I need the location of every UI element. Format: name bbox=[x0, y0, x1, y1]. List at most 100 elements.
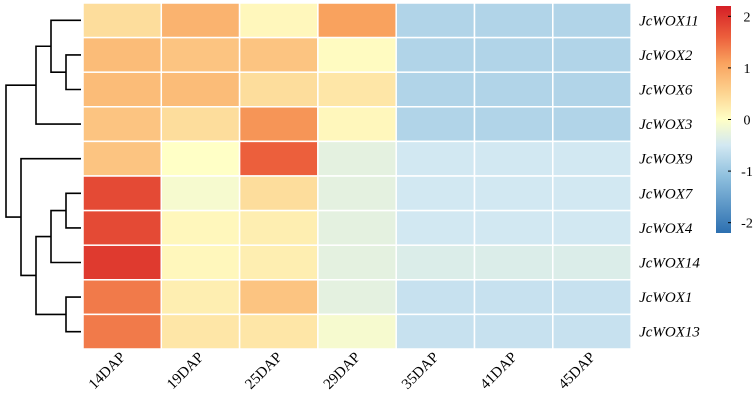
row-label: JcWOX11 bbox=[639, 13, 699, 29]
heatmap-cell-JcWOX14-41DAP bbox=[473, 244, 554, 281]
heatmap-cell-JcWOX4-25DAP bbox=[238, 209, 319, 246]
heatmap-cell-JcWOX9-14DAP bbox=[82, 140, 163, 177]
heatmap-cell-JcWOX14-35DAP bbox=[395, 244, 476, 281]
dendrogram-branch bbox=[35, 45, 81, 125]
heatmap-cell-JcWOX6-19DAP bbox=[160, 71, 241, 108]
heatmap-cell-JcWOX6-25DAP bbox=[238, 71, 319, 108]
heatmap-cell-JcWOX13-35DAP bbox=[395, 313, 476, 350]
heatmap-cell-JcWOX1-25DAP bbox=[238, 279, 319, 316]
color-legend: 2 1 0 -1 -2 bbox=[716, 6, 753, 233]
legend-tick-label: 2 bbox=[744, 10, 751, 25]
row-label: JcWOX6 bbox=[639, 83, 693, 99]
heatmap-cell-JcWOX1-19DAP bbox=[160, 279, 241, 316]
column-label: 29DAP bbox=[321, 350, 364, 393]
dendrogram-branch bbox=[65, 296, 81, 333]
heatmap-cell-JcWOX4-14DAP bbox=[82, 209, 163, 246]
heatmap-cell-JcWOX4-45DAP bbox=[552, 209, 632, 246]
heatmap-cells bbox=[82, 2, 632, 350]
dendrogram-branch bbox=[65, 54, 81, 91]
row-label: JcWOX9 bbox=[639, 152, 693, 168]
color-scale-bar bbox=[716, 6, 731, 233]
row-dendrogram bbox=[5, 19, 81, 333]
row-label: JcWOX13 bbox=[639, 325, 700, 341]
row-label: JcWOX7 bbox=[639, 186, 694, 202]
heatmap-cell-JcWOX11-41DAP bbox=[473, 2, 554, 39]
color-scale-ticks: 2 1 0 -1 -2 bbox=[728, 10, 753, 232]
heatmap-cell-JcWOX14-29DAP bbox=[317, 244, 397, 281]
heatmap-cell-JcWOX7-19DAP bbox=[160, 175, 241, 212]
legend-tick-label: 1 bbox=[744, 62, 751, 77]
heatmap-cell-JcWOX4-19DAP bbox=[160, 209, 241, 246]
heatmap-cell-JcWOX3-45DAP bbox=[552, 106, 632, 143]
heatmap-cell-JcWOX9-35DAP bbox=[395, 140, 476, 177]
row-label: JcWOX14 bbox=[639, 256, 700, 272]
legend-tick-label: 0 bbox=[744, 114, 751, 129]
heatmap-cell-JcWOX9-19DAP bbox=[160, 140, 241, 177]
heatmap-cell-JcWOX11-25DAP bbox=[238, 2, 319, 39]
heatmap-cell-JcWOX6-41DAP bbox=[473, 71, 554, 108]
heatmap-cell-JcWOX6-29DAP bbox=[317, 71, 397, 108]
heatmap-cell-JcWOX11-45DAP bbox=[552, 2, 632, 39]
heatmap-cell-JcWOX4-35DAP bbox=[395, 209, 476, 246]
heatmap-cell-JcWOX13-19DAP bbox=[160, 313, 241, 350]
heatmap-cell-JcWOX2-29DAP bbox=[317, 36, 397, 73]
heatmap-cell-JcWOX14-19DAP bbox=[160, 244, 241, 281]
heatmap-cell-JcWOX4-29DAP bbox=[317, 209, 397, 246]
heatmap-cell-JcWOX11-19DAP bbox=[160, 2, 241, 39]
heatmap-cell-JcWOX14-14DAP bbox=[82, 244, 163, 281]
column-label: 45DAP bbox=[556, 350, 599, 393]
dendrogram-branch bbox=[65, 192, 81, 229]
heatmap-cell-JcWOX7-14DAP bbox=[82, 175, 163, 212]
row-label: JcWOX1 bbox=[639, 290, 692, 306]
column-label: 14DAP bbox=[86, 350, 129, 393]
column-label: 41DAP bbox=[477, 350, 520, 393]
heatmap-cell-JcWOX7-25DAP bbox=[238, 175, 319, 212]
heatmap-cell-JcWOX1-41DAP bbox=[473, 279, 554, 316]
row-labels: JcWOX11 JcWOX2 JcWOX6 JcWOX3 JcWOX9 JcWOX7 JcW… bbox=[639, 13, 700, 340]
heatmap-cell-JcWOX7-41DAP bbox=[473, 175, 554, 212]
heatmap-cell-JcWOX11-29DAP bbox=[317, 2, 397, 39]
heatmap-cell-JcWOX6-14DAP bbox=[82, 71, 163, 108]
row-label: JcWOX4 bbox=[639, 221, 693, 237]
heatmap-cell-JcWOX2-14DAP bbox=[82, 36, 163, 73]
heatmap-cell-JcWOX2-45DAP bbox=[552, 36, 632, 73]
heatmap-cell-JcWOX3-19DAP bbox=[160, 106, 241, 143]
heatmap-cell-JcWOX9-25DAP bbox=[238, 140, 319, 177]
row-label: JcWOX3 bbox=[639, 117, 692, 133]
column-label: 25DAP bbox=[242, 350, 285, 393]
heatmap-cell-JcWOX1-29DAP bbox=[317, 279, 397, 316]
heatmap-cell-JcWOX3-41DAP bbox=[473, 106, 554, 143]
heatmap-cell-JcWOX2-35DAP bbox=[395, 36, 476, 73]
heatmap-cell-JcWOX3-35DAP bbox=[395, 106, 476, 143]
heatmap-cell-JcWOX9-45DAP bbox=[552, 140, 632, 177]
heatmap-cell-JcWOX13-45DAP bbox=[552, 313, 632, 350]
row-label: JcWOX2 bbox=[639, 48, 693, 64]
dendrogram-branch bbox=[5, 84, 36, 218]
column-label: 19DAP bbox=[164, 350, 207, 393]
heatmap-cell-JcWOX1-35DAP bbox=[395, 279, 476, 316]
column-labels: 14DAP 19DAP 25DAP 29DAP 35DAP 41DAP 45DAP bbox=[86, 350, 599, 393]
heatmap-cell-JcWOX6-35DAP bbox=[395, 71, 476, 108]
heatmap-cell-JcWOX7-35DAP bbox=[395, 175, 476, 212]
heatmap-cell-JcWOX3-29DAP bbox=[317, 106, 397, 143]
heatmap-cell-JcWOX6-45DAP bbox=[552, 71, 632, 108]
heatmap-cell-JcWOX11-35DAP bbox=[395, 2, 476, 39]
heatmap-cell-JcWOX1-14DAP bbox=[82, 279, 163, 316]
heatmap-cell-JcWOX2-19DAP bbox=[160, 36, 241, 73]
heatmap-cell-JcWOX9-29DAP bbox=[317, 140, 397, 177]
heatmap-cell-JcWOX13-25DAP bbox=[238, 313, 319, 350]
column-label: 35DAP bbox=[399, 350, 442, 393]
heatmap-cell-JcWOX14-45DAP bbox=[552, 244, 632, 281]
legend-tick-label: -1 bbox=[741, 165, 753, 180]
heatmap-cell-JcWOX11-14DAP bbox=[82, 2, 163, 39]
heatmap-cell-JcWOX1-45DAP bbox=[552, 279, 632, 316]
heatmap-cell-JcWOX13-41DAP bbox=[473, 313, 554, 350]
heatmap-cell-JcWOX14-25DAP bbox=[238, 244, 319, 281]
heatmap-cell-JcWOX3-25DAP bbox=[238, 106, 319, 143]
heatmap-cell-JcWOX2-41DAP bbox=[473, 36, 554, 73]
heatmap-cell-JcWOX3-14DAP bbox=[82, 106, 163, 143]
legend-tick-label: -2 bbox=[741, 217, 753, 232]
heatmap-cell-JcWOX13-29DAP bbox=[317, 313, 397, 350]
